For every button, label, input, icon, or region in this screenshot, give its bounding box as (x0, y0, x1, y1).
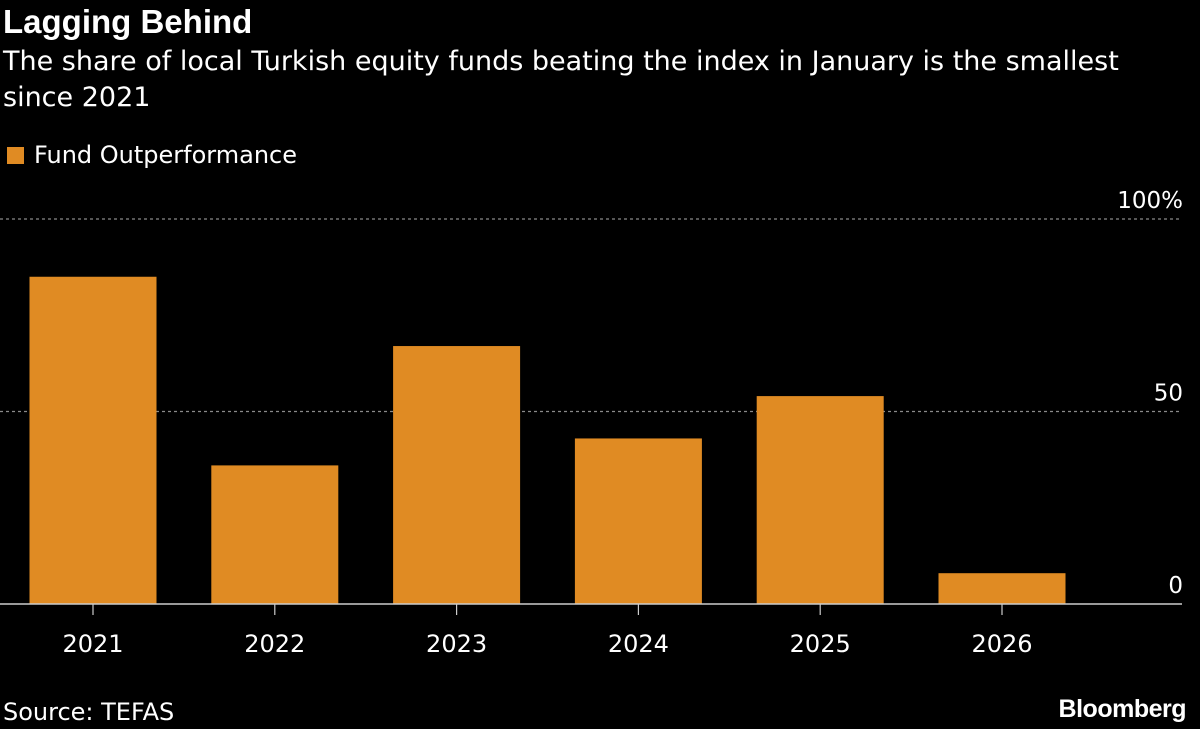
x-tick-label: 2023 (426, 630, 487, 658)
axis-labels: 0 50 100% 2021 2022 2023 2024 2025 2026 (62, 188, 1183, 658)
bar-2024 (574, 438, 702, 604)
bar-2021 (29, 276, 157, 604)
x-tick-label: 2021 (62, 630, 123, 658)
x-tick-label: 2026 (971, 630, 1032, 658)
y-tick-label: 0 (1168, 573, 1183, 599)
chart-title: Lagging Behind (3, 3, 253, 40)
bar-2026 (938, 573, 1066, 604)
y-tick-label: 50 (1154, 381, 1183, 407)
y-tick-label: 100% (1117, 188, 1183, 214)
x-tick-label: 2022 (244, 630, 305, 658)
x-tick-label: 2025 (790, 630, 851, 658)
chart-subtitle: The share of local Turkish equity funds … (3, 46, 1119, 113)
legend: Fund Outperformance (7, 140, 297, 170)
x-axis (0, 603, 1182, 615)
source-note: Source: TEFAS (3, 698, 175, 726)
bar-2025 (756, 396, 884, 604)
x-tick-label: 2024 (608, 630, 669, 658)
legend-swatch (7, 146, 24, 164)
bars (29, 276, 1066, 604)
gridlines (0, 218, 1182, 413)
bloomberg-logo: Bloomberg (1058, 695, 1187, 723)
legend-label: Fund Outperformance (34, 141, 297, 169)
bar-2023 (393, 346, 521, 604)
bar-2022 (211, 465, 339, 604)
